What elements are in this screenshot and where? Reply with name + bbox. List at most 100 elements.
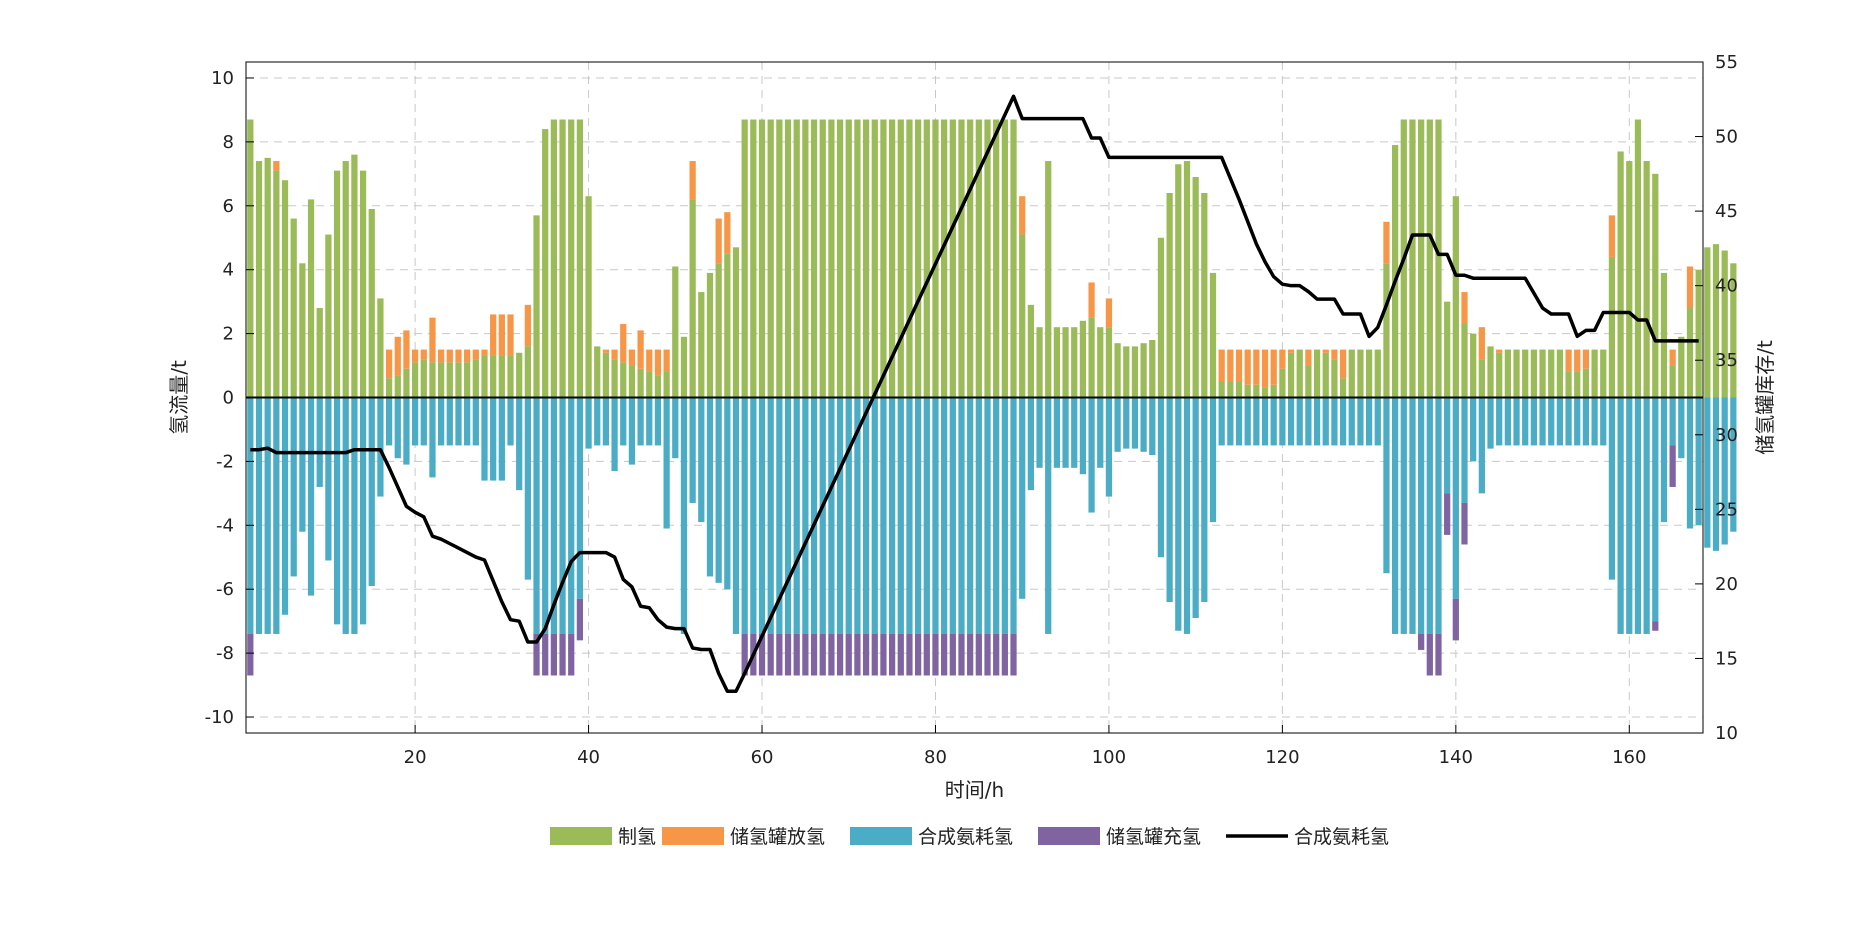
- bar-9bbb59: [1392, 145, 1399, 398]
- bar-9bbb59: [1097, 327, 1104, 398]
- bar-9bbb59: [1712, 244, 1720, 398]
- bar-4bacc6: [1175, 397, 1182, 631]
- bar-4bacc6: [1522, 397, 1529, 446]
- bar-f79646: [481, 349, 488, 356]
- bar-4bacc6: [533, 397, 540, 634]
- bar-9bbb59: [1487, 346, 1494, 398]
- bar-4bacc6: [1574, 397, 1581, 446]
- bar-8064a2: [1010, 633, 1017, 676]
- bar-9bbb59: [620, 362, 627, 398]
- bar-8064a2: [1418, 633, 1425, 650]
- bar-f79646: [472, 349, 479, 360]
- bar-9bbb59: [1227, 381, 1234, 398]
- bar-4bacc6: [1287, 397, 1295, 446]
- bar-9bbb59: [1045, 161, 1052, 398]
- bar-9bbb59: [758, 119, 766, 398]
- bar-4bacc6: [325, 397, 332, 561]
- y2-tick-label: 50: [1715, 127, 1738, 148]
- bar-9bbb59: [1027, 304, 1034, 398]
- y-tick-label: -10: [205, 707, 234, 728]
- bar-4bacc6: [793, 397, 800, 634]
- x-tick-label: 20: [404, 747, 427, 768]
- bar-4bacc6: [663, 397, 670, 529]
- bar-f79646: [1244, 349, 1251, 385]
- bar-8064a2: [845, 633, 852, 676]
- x-tick-label: 160: [1612, 747, 1646, 768]
- bar-4bacc6: [949, 397, 956, 634]
- bar-8064a2: [967, 633, 974, 676]
- bar-4bacc6: [420, 397, 427, 446]
- x-tick-label: 120: [1265, 747, 1299, 768]
- inventory-line-layer: [250, 94, 1699, 693]
- bar-4bacc6: [637, 397, 644, 446]
- bar-9bbb59: [446, 362, 453, 398]
- bar-9bbb59: [767, 119, 774, 398]
- bar-f79646: [1322, 349, 1329, 353]
- bar-4bacc6: [1097, 397, 1104, 468]
- bar-f79646: [628, 349, 636, 366]
- bar-9bbb59: [316, 308, 323, 398]
- bar-f79646: [446, 349, 453, 363]
- bar-4bacc6: [342, 397, 349, 634]
- bar-4bacc6: [1660, 397, 1668, 523]
- bar-4bacc6: [1227, 397, 1234, 446]
- bar-9bbb59: [1626, 161, 1633, 398]
- bar-9bbb59: [403, 368, 410, 398]
- bar-4bacc6: [1339, 397, 1347, 446]
- bar-4bacc6: [1634, 397, 1642, 634]
- bar-9bbb59: [1105, 327, 1113, 398]
- bar-f79646: [438, 349, 445, 363]
- bar-9bbb59: [862, 119, 870, 398]
- bar-4bacc6: [1539, 397, 1546, 446]
- bar-4bacc6: [923, 397, 930, 634]
- y2-tick-label: 55: [1715, 52, 1738, 73]
- bar-9bbb59: [1383, 263, 1390, 398]
- bar-9bbb59: [819, 119, 826, 398]
- bar-f79646: [429, 317, 436, 363]
- bar-4bacc6: [1192, 397, 1199, 618]
- bar-f79646: [498, 314, 505, 356]
- bar-9bbb59: [464, 362, 471, 398]
- bar-4bacc6: [507, 397, 514, 446]
- bar-8064a2: [533, 633, 540, 676]
- bar-9bbb59: [1591, 349, 1598, 398]
- bar-4bacc6: [1426, 397, 1433, 634]
- bar-f79646: [1235, 349, 1243, 382]
- bar-9bbb59: [706, 272, 714, 398]
- bar-4bacc6: [368, 397, 375, 587]
- bar-f79646: [1686, 266, 1694, 309]
- bar-f79646: [1019, 196, 1026, 235]
- bar-4bacc6: [758, 397, 766, 634]
- bar-f79646: [654, 349, 662, 376]
- bar-9bbb59: [1643, 161, 1650, 398]
- bar-4bacc6: [1409, 397, 1416, 634]
- bar-f79646: [602, 349, 610, 353]
- bar-9bbb59: [1019, 234, 1026, 398]
- bar-9bbb59: [1539, 349, 1546, 398]
- bar-4bacc6: [1652, 397, 1659, 622]
- bar-4bacc6: [264, 397, 271, 634]
- bar-f79646: [455, 349, 462, 363]
- bar-9bbb59: [1409, 119, 1416, 398]
- bar-4bacc6: [1383, 397, 1390, 574]
- bar-9bbb59: [941, 119, 948, 398]
- bar-9bbb59: [1175, 164, 1182, 398]
- bars: [247, 119, 1737, 676]
- bar-8064a2: [1461, 502, 1468, 545]
- bar-9bbb59: [1114, 343, 1121, 398]
- bar-9bbb59: [836, 119, 844, 398]
- bar-9bbb59: [854, 119, 861, 398]
- bar-9bbb59: [1426, 119, 1433, 398]
- bar-4bacc6: [941, 397, 948, 634]
- bar-f79646: [420, 349, 427, 360]
- bar-4bacc6: [1114, 397, 1121, 452]
- bar-4bacc6: [403, 397, 410, 465]
- bar-9bbb59: [611, 359, 618, 398]
- bar-f79646: [1383, 221, 1390, 264]
- bar-9bbb59: [359, 170, 367, 398]
- bar-9bbb59: [932, 119, 939, 398]
- bar-9bbb59: [1062, 327, 1069, 398]
- bar-8064a2: [836, 633, 844, 676]
- bar-8064a2: [871, 633, 878, 676]
- bar-4bacc6: [975, 397, 982, 634]
